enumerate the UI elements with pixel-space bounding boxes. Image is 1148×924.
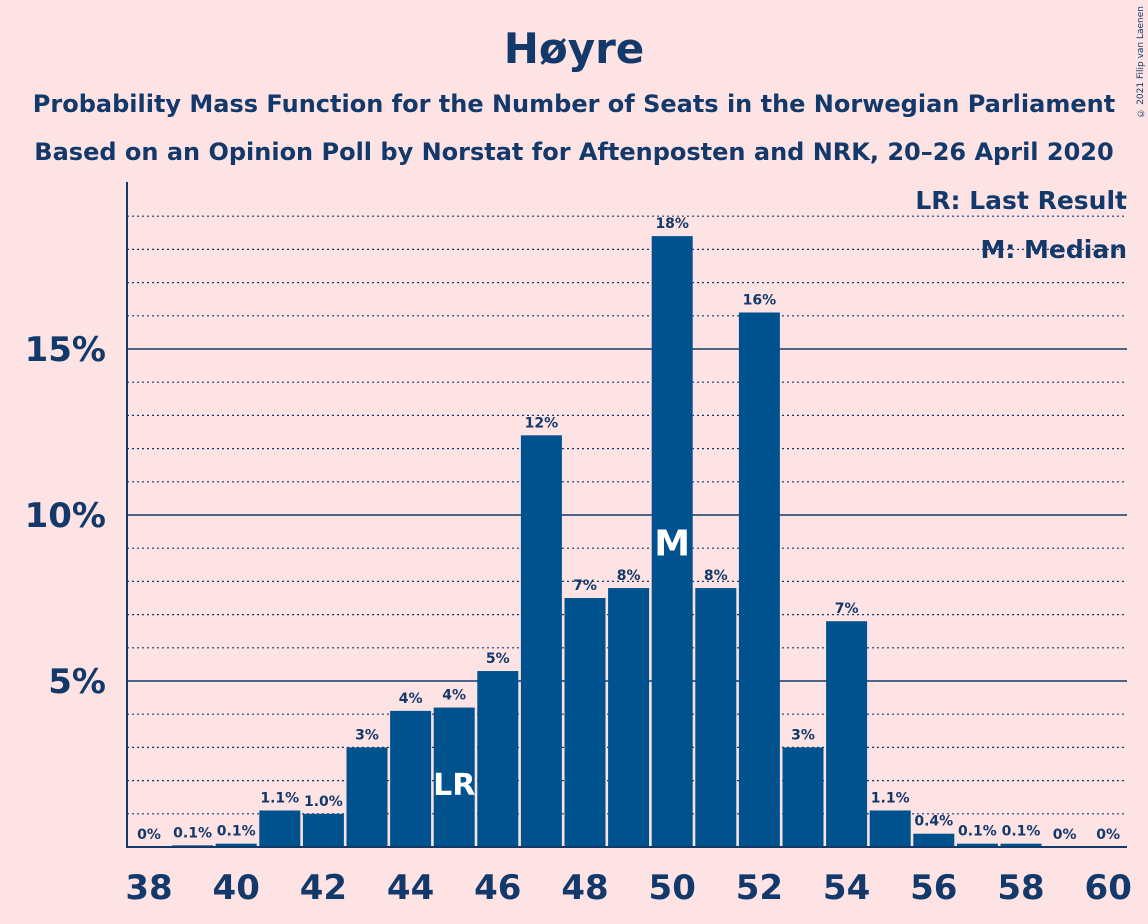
x-tick-label: 38: [125, 868, 172, 908]
bar-label-seats-47: 12%: [525, 415, 559, 431]
bar-seats-54: [826, 621, 868, 847]
bars: [172, 236, 1042, 848]
bar-label-seats-42: 1.0%: [304, 794, 343, 810]
bar-seats-58: [1000, 843, 1042, 847]
bar-seats-49: [608, 588, 650, 847]
bar-label-seats-54: 7%: [835, 601, 859, 617]
axes: 5% 10% 15% 38 40 42 44 46 48 50 52 54 56 58 60: [25, 182, 1132, 908]
chart-title: Høyre: [503, 24, 645, 73]
x-tick-label: 58: [997, 868, 1044, 908]
bar-seats-48: [564, 598, 606, 847]
chart-subtitle-line2: Based on an Opinion Poll by Norstat for …: [34, 138, 1114, 166]
bar-seats-46: [477, 671, 519, 847]
bar-label-seats-51: 8%: [704, 568, 728, 584]
legend-median: M: Median: [980, 235, 1127, 264]
legend-last-result: LR: Last Result: [915, 186, 1127, 215]
bar-label-seats-43: 3%: [355, 727, 379, 743]
chart-subtitle-line1: Probability Mass Function for the Number…: [32, 90, 1116, 118]
bar-label-seats-59: 0%: [1053, 827, 1077, 843]
median-marker: M: [654, 524, 690, 565]
bar-label-seats-55: 1.1%: [871, 790, 910, 806]
bar-label-seats-44: 4%: [399, 691, 423, 707]
bar-seats-53: [782, 747, 824, 847]
bar-seats-56: [913, 833, 955, 847]
bar-seats-43: [346, 747, 388, 847]
bar-seats-41: [259, 810, 301, 847]
x-tick-label: 48: [561, 868, 608, 908]
x-tick-label: 52: [736, 868, 783, 908]
bar-seats-45: [433, 707, 475, 847]
bar-label-seats-49: 8%: [617, 568, 641, 584]
bar-label-seats-53: 3%: [791, 727, 815, 743]
x-tick-label: 50: [649, 868, 696, 908]
bar-label-seats-46: 5%: [486, 651, 510, 667]
bar-label-seats-38: 0%: [137, 827, 161, 843]
bar-label-seats-48: 7%: [573, 578, 597, 594]
bar-seats-40: [215, 843, 257, 847]
bar-label-seats-60: 0%: [1096, 827, 1120, 843]
bar-label-seats-40: 0.1%: [217, 824, 256, 840]
y-tick-label: 10%: [25, 496, 106, 536]
x-tick-label: 44: [387, 868, 434, 908]
bar-seats-47: [520, 435, 562, 847]
bar-label-seats-45: 4%: [442, 688, 466, 704]
bar-seats-44: [390, 710, 432, 847]
bar-seats-57: [956, 843, 998, 847]
x-tick-label: 42: [300, 868, 347, 908]
x-tick-label: 54: [823, 868, 870, 908]
bar-label-seats-41: 1.1%: [260, 790, 299, 806]
bar-label-seats-56: 0.4%: [914, 814, 953, 830]
bar-seats-55: [869, 810, 911, 847]
x-tick-label: 60: [1085, 868, 1132, 908]
y-tick-label: 5%: [48, 662, 106, 702]
bar-label-seats-58: 0.1%: [1002, 824, 1041, 840]
result-markers: LR M: [433, 524, 690, 803]
x-tick-label: 56: [910, 868, 957, 908]
bar-label-seats-50: 18%: [655, 216, 689, 232]
bar-value-labels: 0% 0.1% 0.1% 1.1% 1.0% 3% 4% 4% 5% 12% 7% 8% 18% 8% 16…: [137, 216, 1120, 843]
bar-label-seats-57: 0.1%: [958, 824, 997, 840]
x-tick-label: 46: [474, 868, 521, 908]
last-result-marker: LR: [433, 768, 475, 803]
bar-label-seats-39: 0.1%: [173, 825, 212, 841]
bar-label-seats-52: 16%: [743, 292, 777, 308]
bar-seats-50: [651, 236, 693, 847]
bar-seats-52: [738, 312, 780, 848]
bar-seats-51: [695, 588, 737, 847]
x-tick-label: 40: [213, 868, 260, 908]
bar-seats-42: [302, 813, 344, 847]
y-tick-label: 15%: [25, 330, 106, 370]
